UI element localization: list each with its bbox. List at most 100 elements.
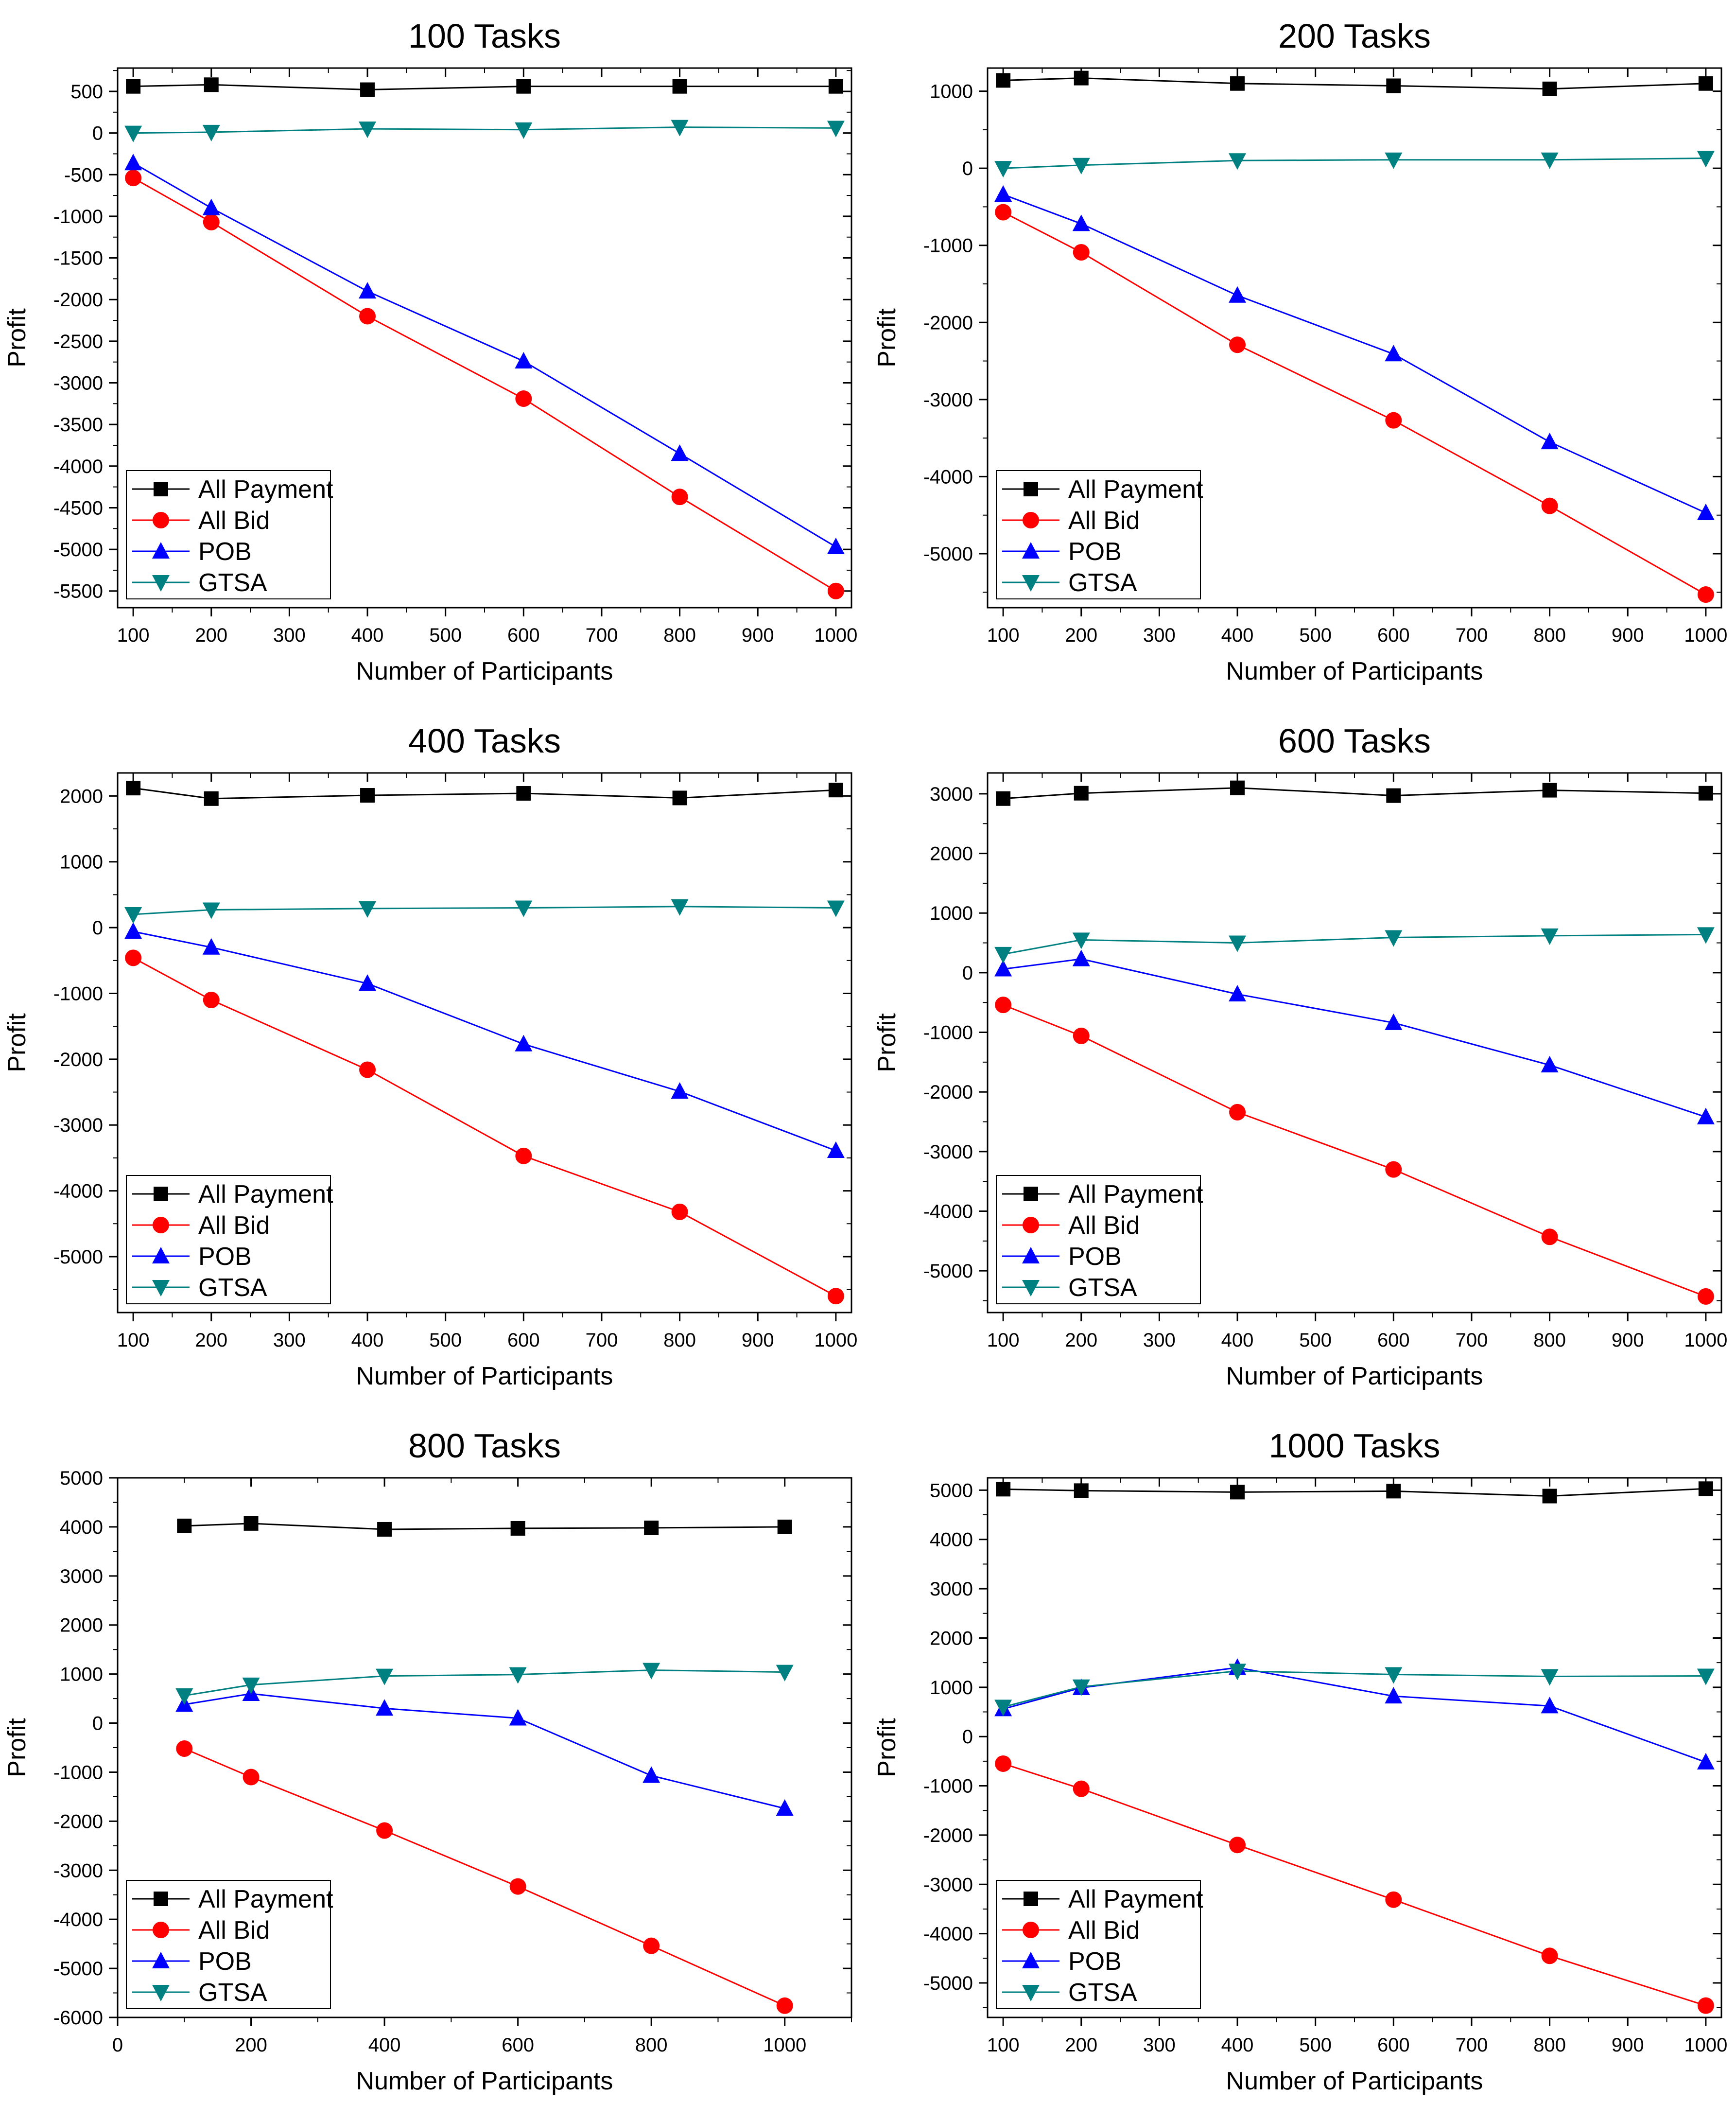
data-point-all-payment bbox=[177, 1518, 192, 1533]
data-point-pob bbox=[642, 1766, 660, 1783]
x-tick-label: 700 bbox=[586, 1330, 618, 1351]
y-tick-label: 500 bbox=[70, 81, 103, 103]
data-point-pob bbox=[376, 1699, 394, 1716]
x-tick-label: 100 bbox=[987, 625, 1020, 646]
data-point-pob bbox=[1541, 433, 1559, 450]
legend-label: POB bbox=[198, 1947, 252, 1976]
data-point-all-bid bbox=[671, 489, 688, 506]
data-point-gtsa bbox=[1072, 1679, 1090, 1696]
data-point-pob bbox=[671, 1082, 689, 1099]
data-point-all-bid bbox=[1229, 336, 1246, 353]
x-tick-label: 800 bbox=[663, 625, 696, 646]
y-tick-label: -4000 bbox=[923, 466, 973, 488]
x-tick-label: 700 bbox=[1456, 2034, 1488, 2056]
x-tick-label: 800 bbox=[1533, 625, 1566, 646]
y-tick-label: -1000 bbox=[923, 1022, 973, 1044]
legend-marker bbox=[152, 1985, 170, 2001]
x-tick-label: 500 bbox=[1299, 1330, 1332, 1351]
legend-marker bbox=[1023, 1922, 1039, 1938]
data-point-gtsa bbox=[1072, 158, 1090, 175]
data-point-all-bid bbox=[1541, 497, 1558, 514]
data-point-pob bbox=[515, 1034, 533, 1052]
legend-label: All Bid bbox=[198, 507, 270, 535]
data-point-all-bid bbox=[827, 582, 844, 599]
y-tick-label: -2000 bbox=[53, 1811, 103, 1832]
y-axis-label: Profit bbox=[3, 1013, 31, 1072]
data-point-gtsa bbox=[376, 1668, 394, 1685]
data-point-all-payment bbox=[1230, 1485, 1245, 1500]
legend-label: All Bid bbox=[198, 1211, 270, 1240]
data-point-all-bid bbox=[1541, 1228, 1558, 1245]
data-point-all-bid bbox=[359, 1061, 376, 1078]
x-tick-label: 100 bbox=[117, 625, 150, 646]
series-line-gtsa bbox=[1003, 1670, 1706, 1708]
x-axis-label: Number of Participants bbox=[356, 657, 613, 685]
data-point-gtsa bbox=[1229, 153, 1247, 170]
y-tick-label: -3000 bbox=[53, 1115, 103, 1136]
legend-label: All Bid bbox=[198, 1916, 270, 1945]
data-point-all-payment bbox=[1386, 78, 1401, 93]
data-point-pob bbox=[994, 960, 1012, 977]
legend-label: POB bbox=[1068, 538, 1122, 566]
y-tick-label: -4000 bbox=[923, 1201, 973, 1222]
y-tick-label: 5000 bbox=[60, 1468, 103, 1489]
data-point-all-payment bbox=[1230, 76, 1245, 91]
x-tick-label: 400 bbox=[351, 625, 384, 646]
series-line-all-payment bbox=[133, 787, 836, 800]
y-tick-label: -3000 bbox=[923, 1874, 973, 1895]
x-tick-label: 300 bbox=[1143, 625, 1176, 646]
legend-label: POB bbox=[198, 538, 252, 566]
legend-label: GTSA bbox=[198, 569, 267, 597]
y-axis-label: Profit bbox=[873, 1013, 901, 1072]
data-point-pob bbox=[124, 922, 142, 939]
data-point-pob bbox=[202, 938, 220, 955]
x-tick-label: 300 bbox=[273, 625, 306, 646]
data-point-gtsa bbox=[671, 899, 689, 916]
legend-label: All Bid bbox=[1068, 507, 1140, 535]
legend-marker bbox=[1022, 1280, 1040, 1297]
y-tick-label: -2000 bbox=[923, 1082, 973, 1103]
data-point-pob bbox=[827, 537, 845, 554]
legend-label: All Payment bbox=[1068, 1885, 1203, 1913]
x-tick-label: 1000 bbox=[1684, 1330, 1727, 1351]
data-point-pob bbox=[1229, 286, 1247, 303]
series-line-pob bbox=[133, 930, 836, 1152]
y-tick-label: -1000 bbox=[923, 235, 973, 257]
series-line-all-bid bbox=[133, 177, 836, 592]
x-tick-label: 600 bbox=[507, 625, 540, 646]
x-tick-label: 600 bbox=[1377, 1330, 1410, 1351]
data-point-gtsa bbox=[515, 900, 533, 917]
data-point-gtsa bbox=[671, 120, 689, 137]
data-point-gtsa bbox=[827, 121, 845, 138]
legend-marker bbox=[154, 1892, 168, 1906]
y-tick-label: 0 bbox=[962, 1726, 973, 1748]
data-point-gtsa bbox=[124, 907, 142, 924]
data-point-gtsa bbox=[642, 1663, 660, 1680]
x-tick-label: 600 bbox=[1377, 625, 1410, 646]
data-point-all-bid bbox=[125, 949, 142, 966]
data-point-all-payment bbox=[126, 781, 141, 796]
y-tick-label: -5000 bbox=[53, 1246, 103, 1268]
data-point-all-payment bbox=[243, 1516, 259, 1531]
legend: All Payment All Bid POB GTSA bbox=[996, 470, 1203, 599]
y-tick-label: 0 bbox=[962, 963, 973, 984]
legend-label: All Payment bbox=[1068, 475, 1203, 504]
data-point-pob bbox=[515, 351, 533, 368]
data-point-all-payment bbox=[1230, 780, 1245, 795]
data-point-all-bid bbox=[995, 1755, 1012, 1772]
y-tick-label: -1500 bbox=[53, 248, 103, 269]
data-point-all-bid bbox=[827, 1288, 844, 1305]
x-tick-label: 900 bbox=[742, 625, 774, 646]
y-tick-label: 2000 bbox=[930, 843, 973, 865]
y-axis-label: Profit bbox=[873, 1718, 901, 1777]
legend-label: GTSA bbox=[1068, 1274, 1137, 1302]
legend: All Payment All Bid POB GTSA bbox=[126, 470, 333, 599]
y-tick-label: -5000 bbox=[923, 543, 973, 565]
x-tick-label: 200 bbox=[1065, 1330, 1097, 1351]
data-point-all-payment bbox=[510, 1521, 525, 1536]
data-point-pob bbox=[1697, 1107, 1715, 1124]
data-point-pob bbox=[776, 1799, 794, 1816]
x-tick-label: 900 bbox=[1612, 2034, 1644, 2056]
chart-title: 1000 Tasks bbox=[1269, 1427, 1441, 1465]
x-tick-label: 100 bbox=[987, 2034, 1020, 2056]
